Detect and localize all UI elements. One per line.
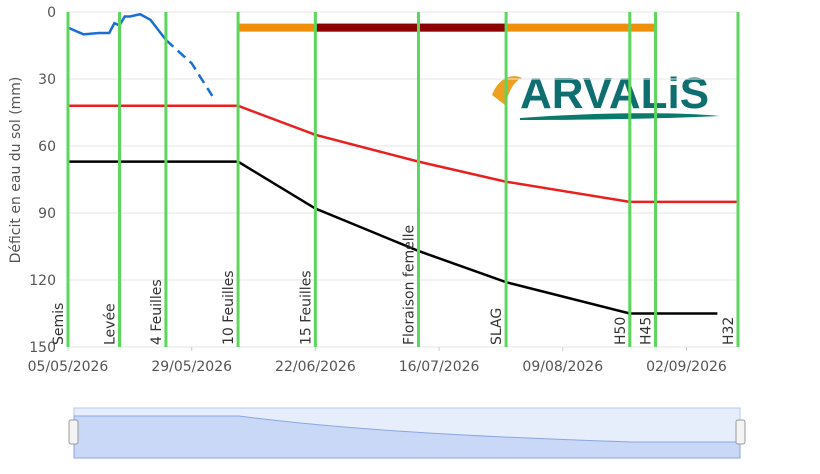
navigator-handle[interactable] <box>68 419 79 445</box>
period-bar <box>315 23 507 32</box>
stage-label: Floraison femelle <box>401 225 417 345</box>
x-tick-label: 29/05/2026 <box>151 359 232 375</box>
stage-label: Levée <box>103 303 119 345</box>
logo-text: ARVALiS <box>520 69 709 118</box>
stage-label: 15 Feuilles <box>298 270 314 345</box>
stage-label: H32 <box>721 317 737 345</box>
data-line <box>165 38 214 97</box>
x-tick-label: 09/08/2026 <box>522 359 603 375</box>
y-tick-label: 150 <box>29 340 56 356</box>
x-tick-label: 02/09/2026 <box>646 359 727 375</box>
navigator-area <box>73 415 741 459</box>
y-tick-label: 120 <box>29 273 56 289</box>
y-tick-label: 30 <box>38 72 56 88</box>
stage-label: 10 Feuilles <box>221 270 237 345</box>
stage-label: SLAG <box>489 308 505 345</box>
y-tick-label: 0 <box>47 5 56 21</box>
logo: ARVALiS <box>492 69 720 120</box>
x-tick-label: 22/06/2026 <box>275 359 356 375</box>
stage-label: Semis <box>51 303 67 345</box>
data-line <box>67 12 167 41</box>
y-tick-label: 90 <box>38 206 56 222</box>
navigator-handle[interactable] <box>735 419 746 445</box>
data-line <box>68 104 738 204</box>
logo-swoosh <box>520 113 720 120</box>
stage-label: H45 <box>639 317 655 345</box>
y-tick-label: 60 <box>38 139 56 155</box>
navigator <box>68 407 746 459</box>
stage-label: H50 <box>613 317 629 345</box>
stage-label: 4 Feuilles <box>149 279 165 345</box>
y-axis-title: Déficit en eau du sol (mm) <box>8 77 24 264</box>
x-tick-label: 16/07/2026 <box>399 359 480 375</box>
x-tick-label: 05/05/2026 <box>28 359 109 375</box>
